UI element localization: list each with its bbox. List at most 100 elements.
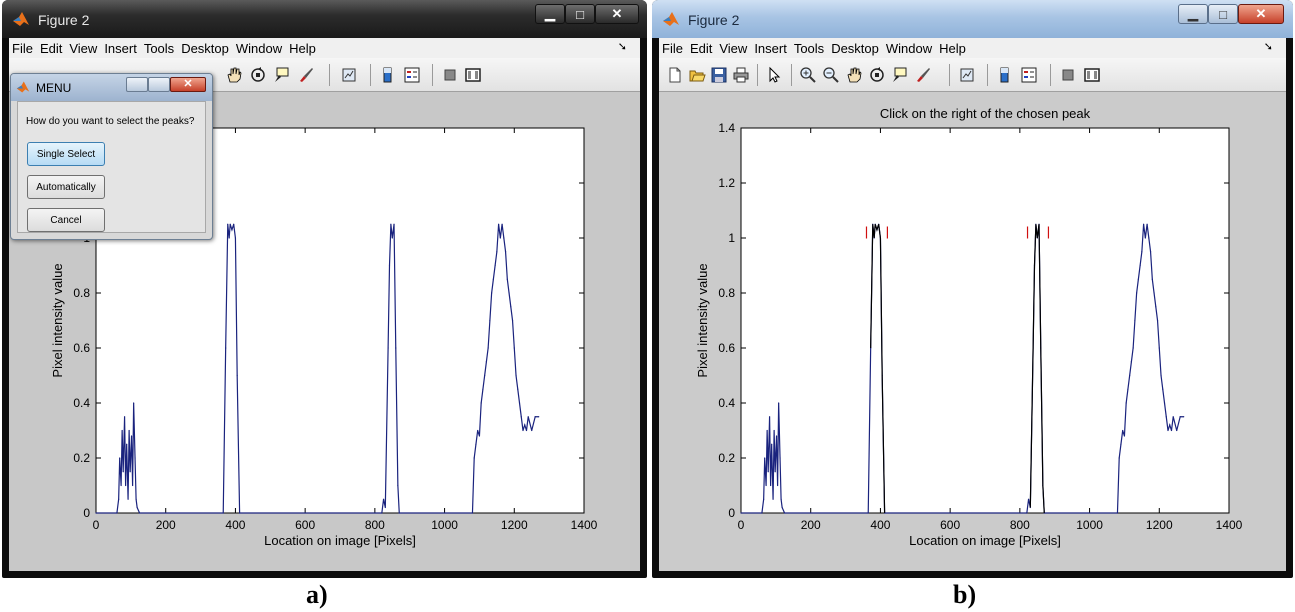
dialog-minimize-button[interactable] bbox=[126, 77, 148, 92]
rotate-3d-icon[interactable] bbox=[868, 66, 886, 84]
menu-edit[interactable]: Edit bbox=[39, 40, 63, 56]
x-tick-label: 200 bbox=[801, 518, 821, 532]
data-point bbox=[228, 237, 230, 239]
data-point bbox=[773, 429, 775, 432]
link-plot-icon[interactable] bbox=[340, 66, 358, 84]
data-point bbox=[1027, 498, 1030, 500]
data-point bbox=[119, 457, 121, 459]
dialog-close-button[interactable]: ✕ bbox=[170, 77, 206, 92]
x-tick-label: 400 bbox=[870, 518, 890, 532]
menu-help[interactable]: Help bbox=[289, 40, 316, 56]
dock-arrow-icon[interactable]: ➘ bbox=[1263, 41, 1273, 53]
menu-edit[interactable]: Edit bbox=[689, 40, 713, 56]
maximize-button[interactable]: □ bbox=[1208, 4, 1238, 24]
data-point bbox=[390, 223, 392, 225]
menu-window[interactable]: Window bbox=[235, 40, 283, 56]
data-point bbox=[136, 506, 138, 509]
toolbar-separator bbox=[987, 64, 988, 86]
menu-file[interactable]: File bbox=[12, 40, 33, 56]
link-plot-icon[interactable] bbox=[958, 66, 976, 84]
data-cursor-icon[interactable] bbox=[891, 66, 909, 84]
cancel-button[interactable]: Cancel bbox=[27, 208, 105, 232]
rotate-3d-icon[interactable] bbox=[249, 66, 267, 84]
show-plot-tools-icon[interactable] bbox=[1083, 66, 1101, 84]
data-point bbox=[477, 429, 479, 432]
dialog-maximize-button[interactable] bbox=[148, 77, 170, 92]
menu-help[interactable]: Help bbox=[939, 40, 966, 56]
menu-desktop[interactable]: Desktop bbox=[181, 40, 229, 56]
toolbar-separator bbox=[370, 64, 371, 86]
title-bar[interactable]: Figure 2 ▁ □ ✕ bbox=[2, 0, 647, 38]
data-point bbox=[381, 512, 383, 514]
menu-view[interactable]: View bbox=[719, 40, 748, 56]
maximize-button[interactable]: □ bbox=[565, 4, 595, 24]
data-point bbox=[397, 484, 399, 487]
save-icon[interactable] bbox=[710, 66, 728, 84]
dialog-body: How do you want to select the peaks? Sin… bbox=[17, 101, 206, 233]
menu-insert[interactable]: Insert bbox=[104, 40, 137, 56]
data-point bbox=[116, 512, 118, 514]
data-point bbox=[1125, 402, 1127, 404]
menu-insert[interactable]: Insert bbox=[754, 40, 787, 56]
data-point bbox=[767, 471, 769, 473]
toolbar-separator bbox=[432, 64, 433, 86]
plot-area[interactable]: 0 200 400 600 800 1000 1200 1400 0 0.2 0.4 0.6 0.8 1 1… bbox=[659, 92, 1286, 571]
x-tick-label: 200 bbox=[156, 518, 176, 532]
close-button[interactable]: ✕ bbox=[1238, 4, 1284, 24]
zoom-in-icon[interactable] bbox=[799, 66, 817, 84]
automatically-button[interactable]: Automatically bbox=[27, 175, 105, 199]
data-point bbox=[1155, 306, 1157, 308]
pointer-icon[interactable] bbox=[765, 66, 783, 84]
brush-icon[interactable] bbox=[297, 66, 315, 84]
hide-plot-tools-icon[interactable] bbox=[1059, 66, 1077, 84]
hide-plot-tools-icon[interactable] bbox=[441, 66, 459, 84]
print-icon[interactable] bbox=[732, 66, 750, 84]
figure-window-b: Figure 2 ▁ □ ✕ File Edit View Insert Too… bbox=[652, 0, 1293, 578]
data-point bbox=[471, 512, 474, 514]
data-point bbox=[499, 237, 501, 239]
data-point bbox=[504, 251, 507, 253]
menu-tools[interactable]: Tools bbox=[143, 40, 175, 56]
data-point bbox=[1137, 278, 1139, 280]
show-plot-tools-icon[interactable] bbox=[464, 66, 482, 84]
data-point bbox=[1160, 374, 1162, 377]
maximize-icon: □ bbox=[1219, 6, 1227, 22]
menu-view[interactable]: View bbox=[69, 40, 98, 56]
data-point bbox=[129, 471, 131, 473]
brush-icon[interactable] bbox=[914, 66, 932, 84]
data-point bbox=[1144, 237, 1146, 239]
legend-icon[interactable] bbox=[403, 66, 421, 84]
x-tick-label: 800 bbox=[365, 518, 385, 532]
new-figure-icon[interactable] bbox=[666, 66, 684, 84]
minimize-button[interactable]: ▁ bbox=[535, 4, 565, 24]
dock-arrow-icon[interactable]: ➘ bbox=[617, 41, 627, 53]
menu-file[interactable]: File bbox=[662, 40, 683, 56]
data-point bbox=[491, 292, 493, 294]
y-tick-label: 0.2 bbox=[718, 451, 735, 465]
open-file-icon[interactable] bbox=[688, 66, 706, 84]
menu-desktop[interactable]: Desktop bbox=[831, 40, 879, 56]
data-point bbox=[1116, 512, 1119, 514]
colorbar-icon[interactable] bbox=[379, 66, 397, 84]
data-point bbox=[515, 374, 517, 377]
data-point bbox=[513, 347, 515, 349]
menu-window[interactable]: Window bbox=[885, 40, 933, 56]
menu-tools[interactable]: Tools bbox=[793, 40, 825, 56]
title-bar[interactable]: Figure 2 ▁ □ ✕ bbox=[652, 0, 1293, 38]
legend-icon[interactable] bbox=[1020, 66, 1038, 84]
data-point bbox=[121, 429, 123, 432]
dialog-title-bar[interactable]: MENU ✕ bbox=[11, 74, 212, 101]
data-point bbox=[485, 361, 487, 363]
plot-title: Click on the right of the chosen peak bbox=[880, 106, 1091, 121]
minimize-button[interactable]: ▁ bbox=[1178, 4, 1208, 24]
data-point bbox=[761, 512, 763, 514]
pan-icon[interactable] bbox=[225, 66, 243, 84]
colorbar-icon[interactable] bbox=[996, 66, 1014, 84]
zoom-out-icon[interactable] bbox=[822, 66, 840, 84]
data-point bbox=[132, 484, 134, 487]
pan-icon[interactable] bbox=[845, 66, 863, 84]
data-cursor-icon[interactable] bbox=[273, 66, 291, 84]
single-select-button[interactable]: Single Select bbox=[27, 142, 105, 166]
data-point bbox=[501, 223, 503, 225]
close-button[interactable]: ✕ bbox=[595, 4, 639, 24]
